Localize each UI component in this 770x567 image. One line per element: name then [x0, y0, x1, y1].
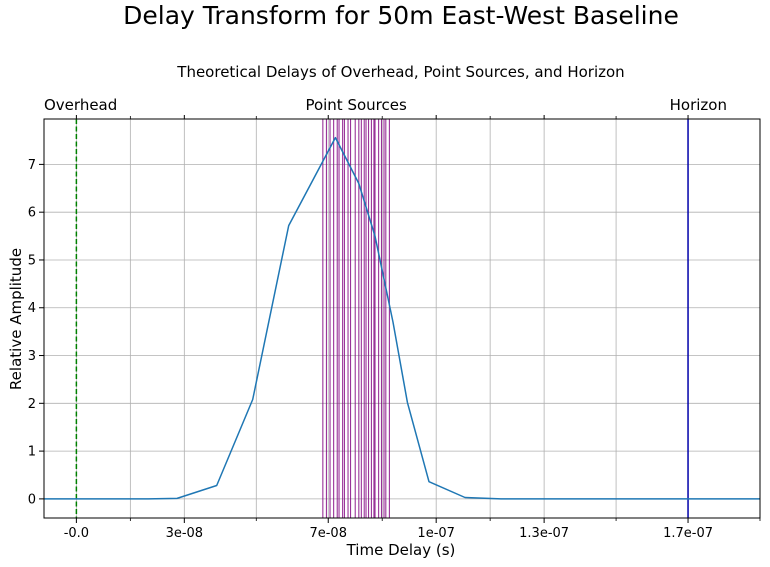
series-line [44, 136, 760, 500]
y-axis-label: Relative Amplitude [7, 248, 25, 390]
y-tick-label: 1 [28, 445, 36, 460]
plot-frame [43, 118, 761, 519]
x-tick-label: 1.3e-07 [519, 526, 569, 541]
y-tick-label: 5 [28, 253, 36, 268]
chart-title: Delay Transform for 50m East-West Baseli… [123, 1, 679, 30]
horizon-label: Horizon [670, 96, 727, 114]
chart-subtitle: Theoretical Delays of Overhead, Point So… [176, 63, 624, 81]
y-tick-label: 0 [28, 492, 36, 507]
x-tick-label: -0.0 [64, 526, 89, 541]
point-source-lines [322, 119, 390, 518]
grid [44, 119, 761, 518]
x-tick-label: 3e-08 [166, 526, 204, 541]
series-group [44, 136, 760, 500]
y-ticks: 0 1 2 3 4 5 6 7 [28, 158, 44, 507]
x-tick-label: 1e-07 [417, 526, 455, 541]
vertical-markers [75, 119, 689, 518]
y-tick-label: 4 [28, 301, 36, 316]
point-sources-label: Point Sources [305, 96, 407, 114]
x-tick-label: 7e-08 [309, 526, 347, 541]
y-tick-label: 2 [28, 397, 36, 412]
y-tick-label: 3 [28, 349, 36, 364]
top-labels: Overhead Point Sources Horizon [44, 96, 727, 114]
x-ticks: -0.0 3e-08 7e-08 1e-07 1.3e-07 1.7e-07 [64, 115, 761, 541]
overhead-label: Overhead [44, 96, 117, 114]
y-tick-label: 7 [28, 158, 36, 173]
y-tick-label: 6 [28, 206, 36, 221]
x-tick-label: 1.7e-07 [663, 526, 713, 541]
x-axis-label: Time Delay (s) [346, 541, 456, 559]
